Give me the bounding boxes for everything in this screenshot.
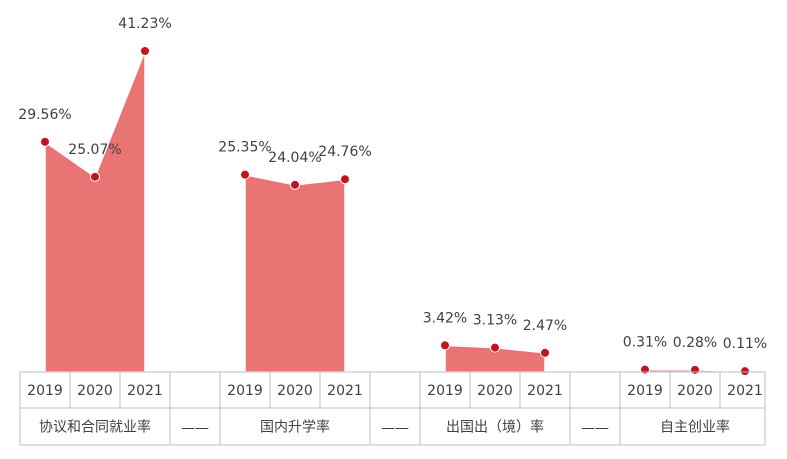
x-tick-label: 2021 xyxy=(127,383,163,399)
area xyxy=(44,50,146,373)
data-point xyxy=(40,136,50,147)
group-label: 出国出（境）率 xyxy=(446,419,544,436)
x-tick-label: 2021 xyxy=(527,383,563,399)
data-point xyxy=(140,46,150,56)
group-separator: —— xyxy=(181,421,209,437)
data-label: 0.28% xyxy=(673,335,717,351)
data-point xyxy=(440,340,450,351)
data-point xyxy=(490,342,500,353)
x-tick-label: 2020 xyxy=(77,383,113,399)
data-point xyxy=(240,169,250,180)
group-separator: —— xyxy=(581,421,609,437)
data-point xyxy=(690,364,700,375)
data-label: 25.07% xyxy=(68,142,121,158)
data-label: 24.76% xyxy=(318,144,371,160)
group-label: 自主创业率 xyxy=(660,419,730,436)
data-label: 41.23% xyxy=(118,16,171,32)
group-label: 国内升学率 xyxy=(260,419,330,436)
x-tick-label: 2020 xyxy=(677,383,713,399)
data-point xyxy=(540,347,550,358)
x-tick-label: 2020 xyxy=(277,383,313,399)
data-label: 3.13% xyxy=(473,313,517,329)
group-separator: —— xyxy=(381,421,409,437)
area xyxy=(244,173,346,373)
data-point xyxy=(90,171,100,182)
data-label: 25.35% xyxy=(218,140,271,156)
x-tick-label: 2021 xyxy=(327,383,363,399)
data-label: 3.42% xyxy=(423,310,467,326)
x-tick-label: 2020 xyxy=(477,383,513,399)
x-tick-label: 2021 xyxy=(727,383,763,399)
data-label: 2.47% xyxy=(523,318,567,334)
x-tick-label: 2019 xyxy=(27,383,63,399)
data-point xyxy=(290,179,300,190)
data-label: 29.56% xyxy=(18,107,71,123)
data-point xyxy=(340,174,350,185)
data-label: 0.31% xyxy=(623,335,667,351)
group-label: 协议和合同就业率 xyxy=(39,419,151,436)
data-point xyxy=(640,364,650,375)
x-tick-label: 2019 xyxy=(627,383,663,399)
data-point xyxy=(740,366,750,377)
data-label: 24.04% xyxy=(268,150,321,166)
x-tick-label: 2019 xyxy=(427,383,463,399)
data-label: 0.11% xyxy=(723,336,767,352)
x-tick-label: 2019 xyxy=(227,383,263,399)
